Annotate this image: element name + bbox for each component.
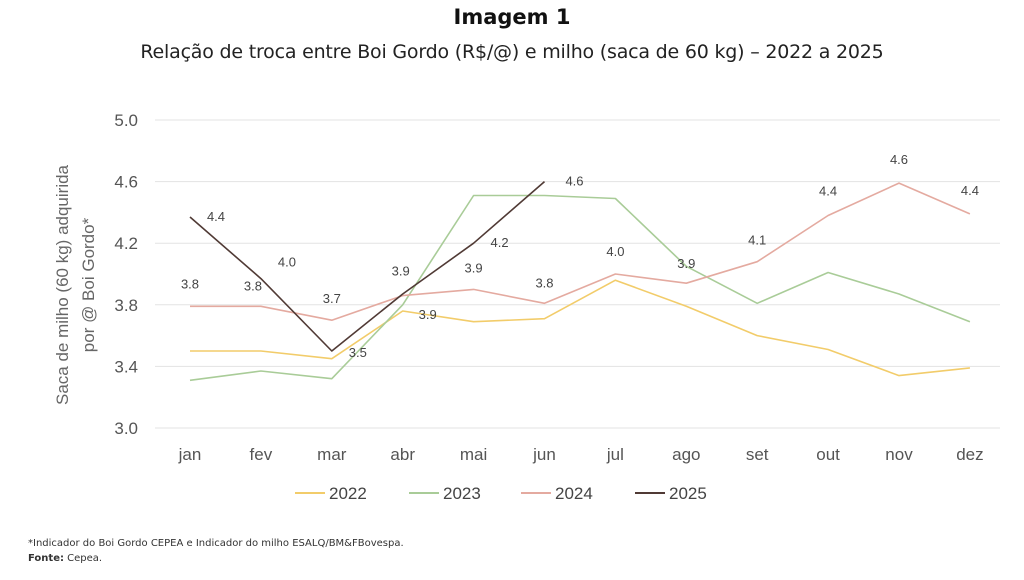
- data-label-2024: 4.4: [961, 183, 979, 198]
- source-line: Fonte: Cepea.: [28, 553, 102, 564]
- chart-title: Imagem 1: [453, 5, 571, 29]
- data-label-2024: 4.0: [606, 244, 624, 259]
- x-tick-label: mar: [317, 445, 347, 464]
- legend-label-2024: 2024: [555, 484, 593, 503]
- x-tick-label: set: [746, 445, 769, 464]
- data-label-2024: 3.7: [323, 291, 341, 306]
- data-label-2025: 4.2: [491, 235, 509, 250]
- y-axis-title: Saca de milho (60 kg) adquirida: [53, 164, 72, 405]
- x-tick-label: abr: [390, 445, 415, 464]
- chart-subtitle: Relação de troca entre Boi Gordo (R$/@) …: [140, 41, 884, 63]
- data-label-2024: 3.8: [244, 278, 262, 293]
- series-line-2023: [189, 194, 971, 382]
- x-tick-label: mai: [460, 445, 487, 464]
- series-line-2022: [190, 279, 970, 377]
- legend-label-2022: 2022: [329, 484, 367, 503]
- y-tick-label: 3.8: [114, 296, 138, 315]
- footnote: *Indicador do Boi Gordo CEPEA e Indicado…: [28, 538, 404, 549]
- x-tick-label: dez: [956, 445, 983, 464]
- x-tick-label: jun: [532, 445, 556, 464]
- data-label-2024: 3.9: [677, 256, 695, 271]
- data-label-2024: 4.4: [819, 183, 837, 198]
- data-label-2025: 4.6: [565, 174, 583, 189]
- x-tick-label: ago: [672, 445, 700, 464]
- x-tick-label: out: [816, 445, 840, 464]
- legend-label-2025: 2025: [669, 484, 707, 503]
- data-label-2024: 3.9: [465, 260, 483, 275]
- y-tick-label: 3.4: [114, 357, 138, 376]
- data-label-2025: 4.4: [207, 209, 225, 224]
- data-label-2025: 4.0: [278, 255, 296, 270]
- data-label-2024: 3.9: [392, 264, 410, 279]
- source-value: Cepea.: [67, 553, 103, 564]
- x-tick-label: fev: [250, 445, 273, 464]
- legend-label-2023: 2023: [443, 484, 481, 503]
- series-line-2025: [189, 180, 546, 352]
- y-tick-label: 3.0: [114, 419, 138, 438]
- source-label: Fonte:: [28, 553, 64, 564]
- x-tick-label: jan: [178, 445, 202, 464]
- data-label-2024: 4.6: [890, 152, 908, 167]
- data-label-2025: 3.9: [419, 307, 437, 322]
- data-label-2025: 3.5: [349, 345, 367, 360]
- series-line-2024: [190, 182, 971, 322]
- y-axis-title-line2: por @ Boi Gordo*: [79, 217, 98, 352]
- x-tick-label: nov: [885, 445, 913, 464]
- x-tick-label: jul: [606, 445, 624, 464]
- data-label-2024: 4.1: [748, 233, 766, 248]
- line-chart: 5.0 4.6 4.2 3.8 3.4 3.0 Saca de milho (60 kg) …: [53, 111, 1000, 503]
- y-tick-label: 4.6: [114, 173, 138, 192]
- data-label-2024: 3.8: [535, 275, 553, 290]
- y-tick-label: 5.0: [114, 111, 138, 130]
- y-tick-label: 4.2: [114, 234, 138, 253]
- data-label-2024: 3.8: [181, 276, 199, 291]
